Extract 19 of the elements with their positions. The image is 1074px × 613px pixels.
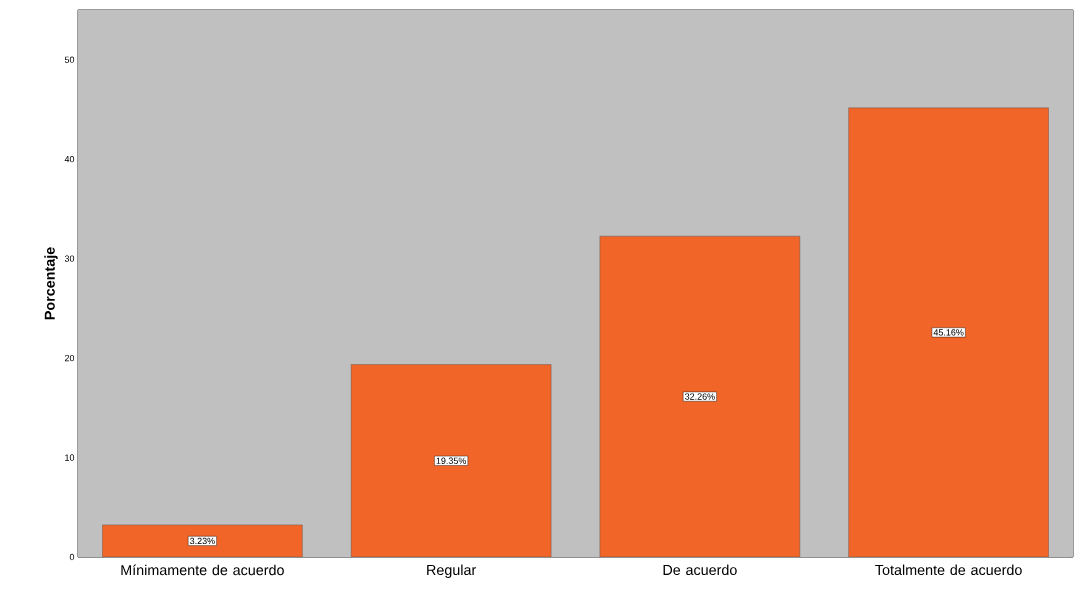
- bar: [102, 524, 303, 557]
- y-tick-label: 30: [64, 255, 75, 262]
- bar: [848, 107, 1049, 557]
- data-label: 19.35%: [436, 457, 467, 464]
- y-tick-label: 10: [65, 454, 75, 461]
- bar: [599, 235, 801, 557]
- x-tick-label: De acuerdo: [663, 564, 737, 576]
- data-label: 3.23%: [190, 537, 215, 545]
- bar: [350, 364, 552, 557]
- x-tick-label: Totalmente de acuerdo: [875, 564, 1022, 576]
- y-tick-label: 50: [64, 56, 75, 63]
- y-tick-label: 0: [69, 553, 75, 561]
- y-tick-label: 20: [64, 354, 75, 362]
- y-axis-title: Porcentaje: [44, 247, 58, 320]
- x-tick-label: Mínimamente de acuerdo: [121, 564, 284, 576]
- y-tick-label: 40: [64, 156, 75, 163]
- data-label: 32.26%: [685, 393, 715, 400]
- data-label: 45.16%: [933, 329, 964, 336]
- x-tick-label: Regular: [427, 564, 476, 578]
